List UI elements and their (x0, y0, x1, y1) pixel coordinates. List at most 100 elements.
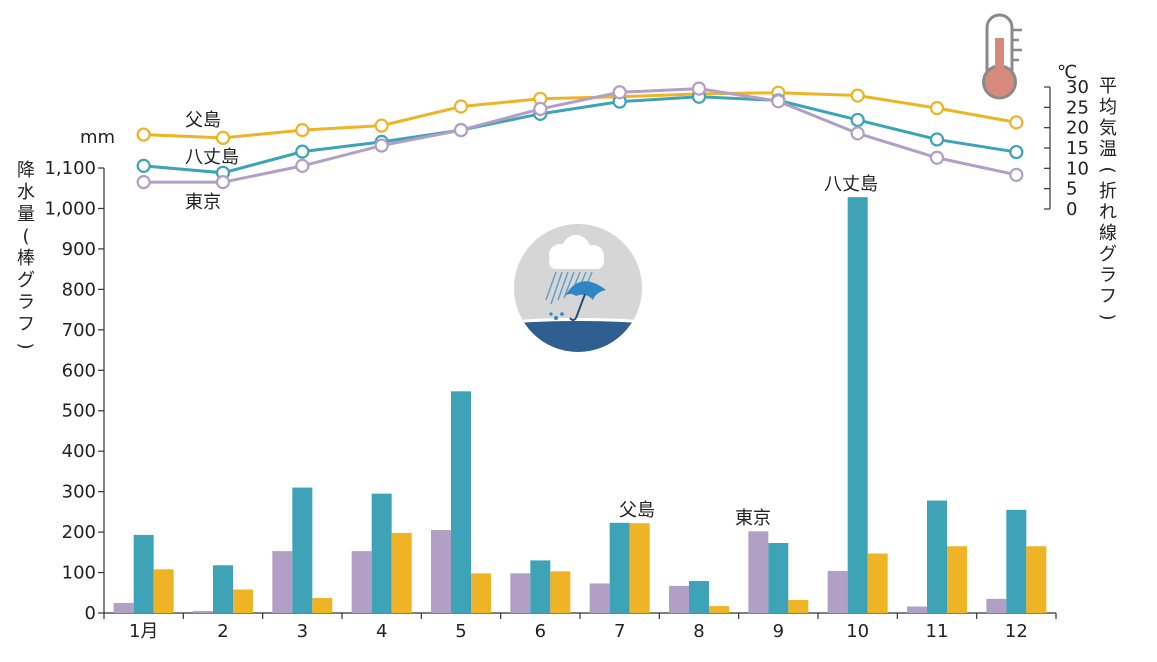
temperature-axis-title-char: ( (1097, 166, 1118, 173)
precipitation-bar (609, 522, 630, 613)
precipitation-ticks: 0 100 200 300 400 500 600 700 800 900 1,000 1,100 (44, 158, 104, 624)
temperature-axis-title-char: ラ (1099, 265, 1117, 286)
bar-label-hachijojima-oct: 八丈島 (824, 174, 878, 195)
temperature-point (1009, 167, 1024, 182)
temperature-axis-title-char: ) (1097, 313, 1118, 320)
precipitation-axis-title-char: グ (17, 270, 35, 291)
precipitation-bar (1006, 509, 1027, 613)
temperature-point (374, 118, 389, 133)
temperature-point (215, 130, 231, 145)
precipitation-bar (451, 391, 471, 613)
temperature-line (143, 91, 1017, 140)
temperature-point (136, 127, 151, 142)
precipitation-tick-label: 0 (85, 603, 96, 624)
precipitation-axis-title-char: 量 (17, 204, 35, 225)
temperature-point (295, 144, 310, 159)
temperature-point (215, 175, 231, 190)
precipitation-bar (947, 546, 967, 613)
precipitation-bar (391, 532, 412, 613)
line-label-hachijojima: 八丈島 (185, 147, 239, 168)
precipitation-bar (312, 598, 333, 613)
temperature-point (533, 101, 548, 117)
temperature-axis-title-char: れ (1099, 202, 1117, 223)
precipitation-tick-label: 900 (62, 239, 96, 260)
precipitation-axis-title-char: 水 (17, 182, 35, 203)
temperature-point (929, 132, 945, 147)
precipitation-bar (272, 551, 293, 613)
precipitation-bar (193, 610, 213, 613)
temperature-point (929, 101, 945, 116)
temperature-axis-title-char: フ (1099, 286, 1117, 307)
temperature-point (850, 126, 865, 141)
precipitation-tick-label: 100 (62, 563, 96, 584)
precipitation-bar (431, 530, 451, 613)
precipitation-bar (907, 606, 927, 613)
temperature-axis-title-char: 平 (1099, 76, 1117, 97)
temperature-unit: ℃ (1057, 62, 1077, 83)
precipitation-bar (510, 573, 531, 613)
x-tick-label: 12 (1005, 621, 1028, 642)
x-tick-label: 8 (693, 621, 704, 642)
temperature-tick-label: 15 (1066, 138, 1089, 159)
precipitation-tick-label: 500 (62, 401, 96, 422)
temperature-point (136, 175, 151, 190)
x-tick-label: 2 (217, 621, 228, 642)
temperature-point (691, 81, 707, 96)
precipitation-bar (371, 493, 392, 613)
precipitation-tick-label: 1,000 (44, 198, 96, 219)
precipitation-bar (867, 553, 888, 613)
precipitation-bar (292, 487, 313, 613)
temperature-point (771, 94, 786, 109)
precipitation-axis-title-char: ラ (17, 292, 35, 313)
precipitation-bar (768, 543, 789, 613)
temperature-tick-label: 25 (1066, 97, 1089, 118)
precipitation-bar (847, 197, 868, 614)
temperature-axis-title-char: 均 (1099, 97, 1117, 118)
precipitation-bar (788, 600, 809, 613)
x-axis-ticks: 1月 2 3 4 5 6 7 8 9 10 11 12 (103, 613, 1057, 642)
temperature-point (453, 99, 469, 114)
temperature-point (850, 88, 865, 103)
precipitation-bar (748, 531, 769, 613)
precipitation-tick-label: 300 (62, 482, 96, 503)
temperature-axis-title-char: 線 (1099, 223, 1117, 244)
x-tick-label: 1月 (129, 621, 158, 642)
precipitation-bar (629, 523, 650, 613)
temperature-line (143, 87, 1017, 184)
temperature-tick-label: 0 (1066, 199, 1077, 220)
temperature-tick-label: 30 (1066, 77, 1089, 98)
x-tick-label: 11 (926, 621, 949, 642)
precipitation-bar (133, 534, 154, 613)
precipitation-bar (709, 606, 729, 613)
x-tick-label: 3 (297, 621, 308, 642)
precipitation-bar (689, 581, 709, 613)
precipitation-bar (986, 598, 1007, 613)
temperature-point (374, 138, 389, 153)
temperature-point (612, 85, 627, 100)
precipitation-tick-label: 400 (62, 441, 96, 462)
temperature-point (453, 123, 469, 138)
precipitation-bar (153, 569, 174, 613)
precipitation-bar (471, 573, 491, 613)
temperature-axis-title-char: グ (1099, 244, 1117, 265)
temperature-tick-label: 10 (1066, 158, 1089, 179)
precipitation-axis-title-char: 降 (17, 160, 35, 181)
precipitation-axis-title-char: フ (17, 314, 35, 335)
precipitation-bar (1026, 546, 1047, 613)
x-tick-label: 5 (455, 621, 466, 642)
temperature-point (850, 112, 865, 128)
precipitation-unit: mm (80, 127, 115, 148)
temperature-axis-title-char: 温 (1099, 139, 1117, 160)
x-tick-label: 7 (614, 621, 625, 642)
precipitation-bar (927, 500, 947, 613)
precipitation-bar (213, 565, 233, 613)
precipitation-bar (589, 583, 610, 613)
temperature-point (136, 158, 151, 173)
precipitation-axis-title-char: ( (22, 226, 29, 247)
temperature-line (143, 95, 1017, 175)
precipitation-bar (530, 560, 551, 613)
